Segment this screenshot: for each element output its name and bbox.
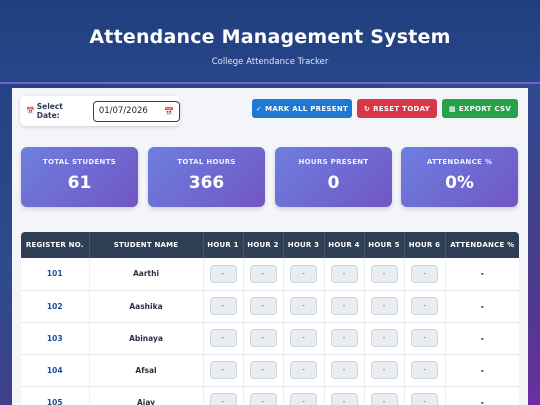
hour-5-toggle[interactable]: - xyxy=(370,361,398,379)
table-header-row: REGISTER NO. STUDENT NAME HOUR 1 HOUR 2 … xyxy=(21,232,519,258)
hour-4-toggle[interactable]: - xyxy=(330,329,358,347)
app-header: Attendance Management System College Att… xyxy=(0,0,540,84)
hour-2-toggle[interactable]: - xyxy=(249,264,277,283)
reset-icon: ↻ xyxy=(363,104,371,113)
stat-card-attendance-pct: ATTENDANCE % 0% xyxy=(401,147,518,207)
hour-5-toggle[interactable]: - xyxy=(370,264,398,283)
student-name: Ajay xyxy=(89,386,204,405)
table-row: 102 Aashika - - - - - - - xyxy=(21,290,519,323)
main-panel: 📅 Select Date: 01/07/2026 📅 ✓ MARK ALL P… xyxy=(12,88,528,405)
register-no: 105 xyxy=(21,386,90,405)
hour-3-toggle[interactable]: - xyxy=(290,393,317,405)
col-hour-5[interactable]: HOUR 5 xyxy=(364,232,405,258)
hour-2-toggle[interactable]: - xyxy=(249,297,277,315)
date-input[interactable]: 01/07/2026 📅 xyxy=(92,100,180,122)
hour-5-toggle[interactable]: - xyxy=(370,297,398,315)
student-name: Afsal xyxy=(89,354,204,387)
reset-today-button[interactable]: ↻ RESET TODAY xyxy=(357,99,437,118)
hour-6-toggle[interactable]: - xyxy=(411,361,438,379)
student-name: Aarthi xyxy=(89,258,204,291)
register-no: 103 xyxy=(21,322,90,355)
hour-2-toggle[interactable]: - xyxy=(249,393,277,405)
page-title: Attendance Management System xyxy=(89,26,451,48)
hour-1-toggle[interactable]: - xyxy=(209,297,237,315)
hour-4-toggle[interactable]: - xyxy=(330,393,358,405)
col-student-name[interactable]: STUDENT NAME xyxy=(89,232,204,258)
export-csv-button[interactable]: ▩ EXPORT CSV xyxy=(442,99,518,118)
stats-row: TOTAL STUDENTS 61 TOTAL HOURS 366 HOURS … xyxy=(21,147,519,207)
hour-3-toggle[interactable]: - xyxy=(290,264,317,283)
toolbar: 📅 Select Date: 01/07/2026 📅 ✓ MARK ALL P… xyxy=(20,96,520,126)
hour-1-toggle[interactable]: - xyxy=(209,264,237,283)
hour-4-toggle[interactable]: - xyxy=(330,264,358,283)
date-picker-icon[interactable]: 📅 xyxy=(164,106,174,116)
hour-6-toggle[interactable]: - xyxy=(411,393,438,405)
date-value: 01/07/2026 xyxy=(98,106,148,116)
attendance-pct: - xyxy=(445,354,519,387)
register-no: 101 xyxy=(21,258,90,291)
attendance-pct: - xyxy=(445,322,519,355)
col-hour-3[interactable]: HOUR 3 xyxy=(283,232,325,258)
hour-6-toggle[interactable]: - xyxy=(411,264,438,283)
mark-all-present-button[interactable]: ✓ MARK ALL PRESENT xyxy=(252,99,352,118)
stat-card-total-hours: TOTAL HOURS 366 xyxy=(148,147,265,207)
hour-5-toggle[interactable]: - xyxy=(370,393,398,405)
hour-3-toggle[interactable]: - xyxy=(290,329,317,347)
col-attendance-pct[interactable]: ATTENDANCE % xyxy=(445,232,519,258)
student-name: Abinaya xyxy=(89,322,204,355)
hour-3-toggle[interactable]: - xyxy=(290,297,317,315)
stat-card-total-students: TOTAL STUDENTS 61 xyxy=(21,147,138,207)
table-row: 101 Aarthi - - - - - - - xyxy=(21,258,519,291)
table-row: 105 Ajay - - - - - - - xyxy=(21,386,519,405)
table-row: 103 Abinaya - - - - - - - xyxy=(21,322,519,355)
table-row: 104 Afsal - - - - - - - xyxy=(21,354,519,387)
calendar-icon: 📅 xyxy=(26,107,35,115)
stat-card-hours-present: HOURS PRESENT 0 xyxy=(275,147,392,207)
export-icon: ▩ xyxy=(448,104,456,113)
attendance-table: REGISTER NO. STUDENT NAME HOUR 1 HOUR 2 … xyxy=(21,232,519,405)
hour-1-toggle[interactable]: - xyxy=(209,361,237,379)
attendance-pct: - xyxy=(445,386,519,405)
hour-5-toggle[interactable]: - xyxy=(370,329,398,347)
hour-2-toggle[interactable]: - xyxy=(249,361,277,379)
col-hour-2[interactable]: HOUR 2 xyxy=(243,232,284,258)
student-name: Aashika xyxy=(89,290,204,323)
page-subtitle: College Attendance Tracker xyxy=(211,57,329,67)
attendance-pct: - xyxy=(445,258,519,291)
col-hour-1[interactable]: HOUR 1 xyxy=(203,232,244,258)
date-label: Select Date: xyxy=(36,102,63,120)
register-no: 102 xyxy=(21,290,90,323)
hour-1-toggle[interactable]: - xyxy=(209,329,237,347)
col-register-no[interactable]: REGISTER NO. xyxy=(21,232,90,258)
hour-3-toggle[interactable]: - xyxy=(290,361,317,379)
hour-4-toggle[interactable]: - xyxy=(330,361,358,379)
col-hour-4[interactable]: HOUR 4 xyxy=(324,232,365,258)
attendance-pct: - xyxy=(445,290,519,323)
hour-1-toggle[interactable]: - xyxy=(209,393,237,405)
col-hour-6[interactable]: HOUR 6 xyxy=(404,232,446,258)
check-icon: ✓ xyxy=(255,104,263,113)
date-selector: 📅 Select Date: 01/07/2026 📅 xyxy=(20,96,180,126)
hour-2-toggle[interactable]: - xyxy=(249,329,277,347)
register-no: 104 xyxy=(21,354,90,387)
hour-6-toggle[interactable]: - xyxy=(411,329,438,347)
hour-4-toggle[interactable]: - xyxy=(330,297,358,315)
hour-6-toggle[interactable]: - xyxy=(411,297,438,315)
